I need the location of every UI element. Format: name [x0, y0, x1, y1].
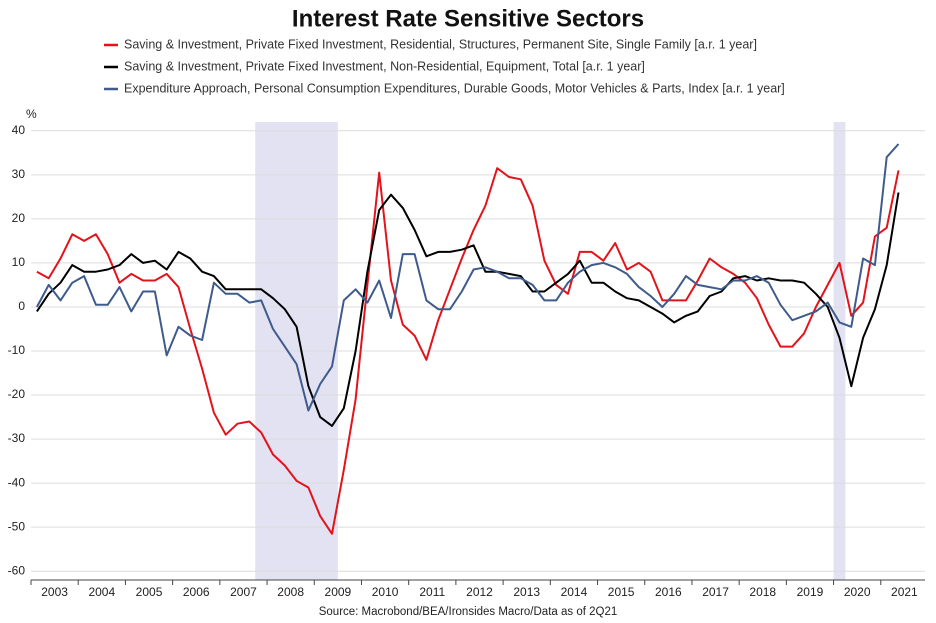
- series-line: [36, 167, 900, 535]
- x-tick-label: 2005: [136, 585, 163, 599]
- x-tick-label: 2017: [702, 585, 729, 599]
- x-tick-label: 2011: [419, 585, 445, 599]
- series-line: [36, 143, 900, 412]
- x-tick-label: 2006: [183, 585, 210, 599]
- x-tick-label: 2013: [513, 585, 540, 599]
- x-tick-label: 2010: [372, 585, 399, 599]
- x-tick-label: 2014: [561, 585, 588, 599]
- y-tick-label: -50: [8, 519, 26, 533]
- source: Source: Macrobond/BEA/Ironsides Macro/Da…: [319, 606, 618, 618]
- y-tick-label: -10: [8, 343, 26, 357]
- y-axis-label: %: [26, 107, 37, 121]
- x-tick-label: 2016: [655, 585, 682, 599]
- series-line: [36, 192, 900, 427]
- x-tick-label: 2019: [797, 585, 824, 599]
- y-tick-label: -20: [8, 387, 26, 401]
- legend-label: Saving & Investment, Private Fixed Inves…: [124, 37, 757, 51]
- x-tick-label: 2007: [230, 585, 257, 599]
- y-tick-label: 20: [12, 211, 26, 225]
- y-tick-label: -40: [8, 475, 26, 489]
- legend-label: Saving & Investment, Private Fixed Inves…: [124, 59, 645, 73]
- y-tick-label: -60: [8, 563, 26, 577]
- x-tick-label: 2004: [88, 585, 115, 599]
- x-tick-label: 2003: [41, 585, 68, 599]
- x-tick-label: 2018: [749, 585, 776, 599]
- x-tick-label: 2012: [466, 585, 493, 599]
- x-tick-label: 2009: [325, 585, 352, 599]
- y-tick-label: 0: [18, 299, 25, 313]
- y-tick-label: -30: [8, 431, 26, 445]
- y-tick-label: 40: [12, 123, 26, 137]
- y-tick-label: 10: [12, 255, 26, 269]
- x-tick-label: 2020: [844, 585, 871, 599]
- y-tick-label: 30: [12, 167, 26, 181]
- x-tick-label: 2008: [277, 585, 304, 599]
- x-tick-label: 2015: [608, 585, 635, 599]
- legend-label: Expenditure Approach, Personal Consumpti…: [124, 81, 785, 95]
- x-tick-label: 2021: [891, 585, 918, 599]
- chart-title: Interest Rate Sensitive Sectors: [292, 5, 644, 32]
